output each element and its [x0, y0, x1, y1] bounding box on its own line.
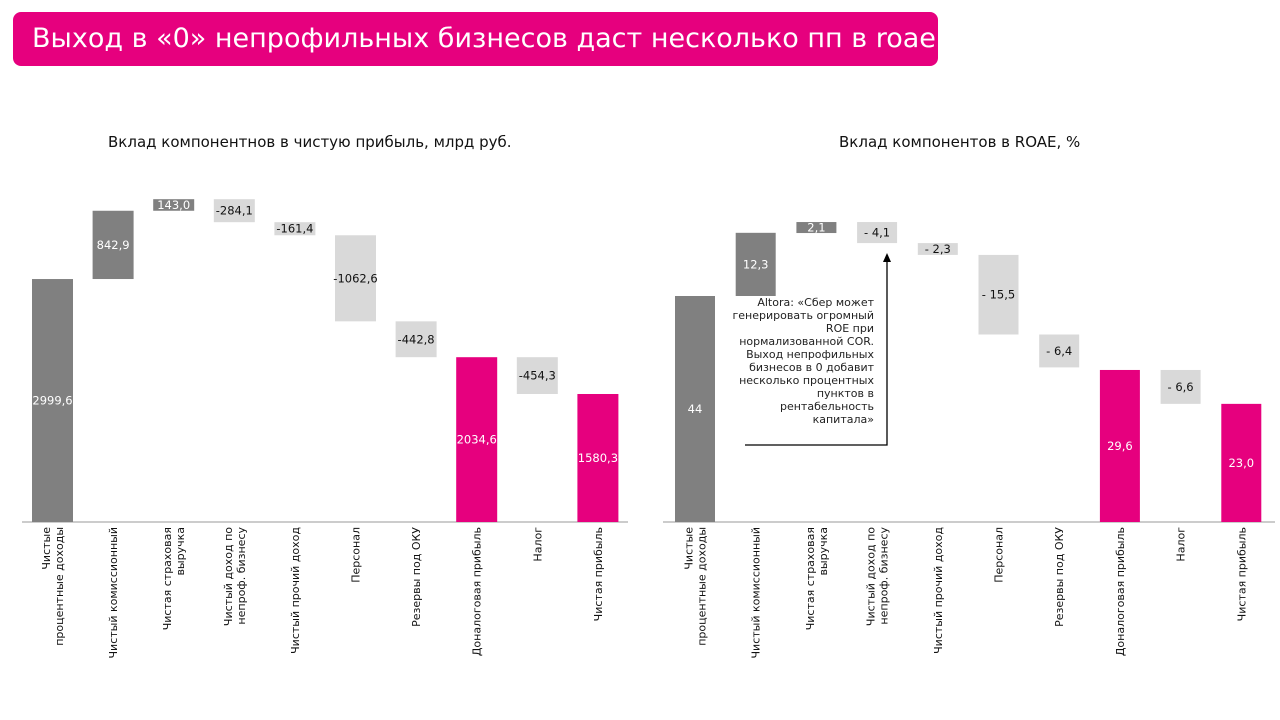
data-label: - 6,6	[1168, 380, 1194, 394]
data-label: 2,1	[807, 221, 825, 235]
category-label: Налог	[1175, 527, 1188, 562]
data-label: -1062,6	[333, 271, 377, 285]
bar	[1160, 369, 1201, 404]
category-label: Чистыепроцентные доходы	[683, 527, 709, 646]
data-label: - 4,1	[864, 226, 890, 240]
category-label: Резервы под ОКУ	[410, 527, 423, 627]
category-label: Персонал	[993, 527, 1006, 583]
bar	[917, 243, 958, 255]
bar	[1099, 369, 1140, 522]
category-label: Чистый доход понепроф. бизнесу	[865, 527, 891, 627]
bar	[92, 210, 134, 280]
category-label: Чистый доход понепроф. бизнесу	[222, 527, 248, 627]
category-label: Чистый прочий доход	[932, 527, 945, 654]
category-label: Чистыепроцентные доходы	[40, 527, 66, 646]
data-label: - 2,3	[925, 242, 951, 256]
category-label: Чистая прибыль	[592, 527, 605, 621]
chart-title-right: Вклад компонентов в ROAE, %	[839, 133, 1081, 151]
category-label: Чистая прибыль	[1235, 527, 1248, 621]
data-label: 44	[688, 402, 703, 416]
data-label: - 15,5	[982, 288, 1015, 302]
bar	[274, 222, 316, 236]
category-label: Чистая страховаявыручка	[804, 527, 830, 630]
category-label: Налог	[531, 527, 544, 562]
slide-title: Выход в «0» непрофильных бизнесов даст н…	[13, 12, 938, 66]
category-label: Доналоговая прибыль	[1114, 527, 1127, 656]
data-label: -454,3	[519, 369, 556, 383]
bar	[857, 222, 898, 244]
category-label: Персонал	[350, 527, 363, 583]
data-label: -442,8	[398, 332, 435, 346]
bar	[1039, 334, 1080, 368]
data-label: 2999,6	[32, 394, 72, 408]
data-label: -284,1	[216, 204, 253, 218]
bar	[32, 279, 73, 522]
chart-title-left: Вклад компонентнов в чистую прибыль, млр…	[108, 133, 512, 151]
data-label: 29,6	[1107, 439, 1133, 453]
category-label: Чистый комиссионный	[107, 527, 120, 659]
bar	[516, 357, 558, 394]
data-label: 12,3	[743, 257, 769, 271]
data-label: 2034,6	[457, 433, 497, 447]
bar	[577, 393, 619, 522]
data-label: 143,0	[157, 198, 190, 212]
bar	[213, 199, 255, 223]
data-label: 23,0	[1228, 456, 1254, 470]
category-label: Резервы под ОКУ	[1053, 527, 1066, 627]
data-label: 1580,3	[578, 451, 618, 465]
bar	[1221, 403, 1262, 522]
category-label: Чистый прочий доход	[289, 527, 302, 654]
arrow-head-icon	[883, 253, 891, 262]
bar	[675, 296, 715, 522]
category-label: Доналоговая прибыль	[471, 527, 484, 656]
data-label: - 6,4	[1046, 344, 1072, 358]
bar	[456, 357, 498, 522]
data-label: -161,4	[276, 222, 313, 236]
data-label: 842,9	[97, 238, 130, 252]
bar	[978, 254, 1019, 335]
bar	[335, 235, 376, 322]
annotation-text: Altora: «Сбер может генерировать огромны…	[732, 296, 874, 426]
category-label: Чистый комиссионный	[750, 527, 763, 659]
bar	[395, 321, 437, 358]
bar	[735, 232, 776, 296]
category-label: Чистая страховаявыручка	[161, 527, 187, 630]
bar	[796, 222, 837, 234]
bar	[153, 199, 195, 211]
annotation-arrow	[745, 260, 888, 446]
